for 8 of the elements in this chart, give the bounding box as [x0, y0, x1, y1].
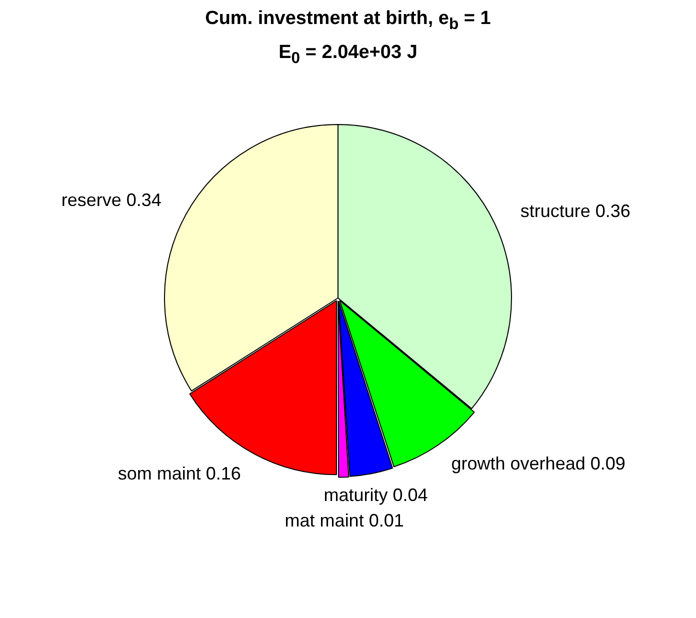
slice-label: reserve 0.34 — [61, 189, 162, 210]
slice-label: mat maint 0.01 — [284, 510, 404, 530]
slice-label: som maint 0.16 — [118, 463, 241, 484]
slice-label: structure 0.36 — [520, 200, 630, 221]
slice-label: growth overhead 0.09 — [451, 453, 626, 474]
chart-title: Cum. investment at birth, e$_{b}$ = 1 — [204, 8, 492, 34]
chart-subtitle: E$_{0}$ = 2.04e+03 J — [278, 42, 418, 68]
slice-label: maturity 0.04 — [324, 484, 428, 504]
